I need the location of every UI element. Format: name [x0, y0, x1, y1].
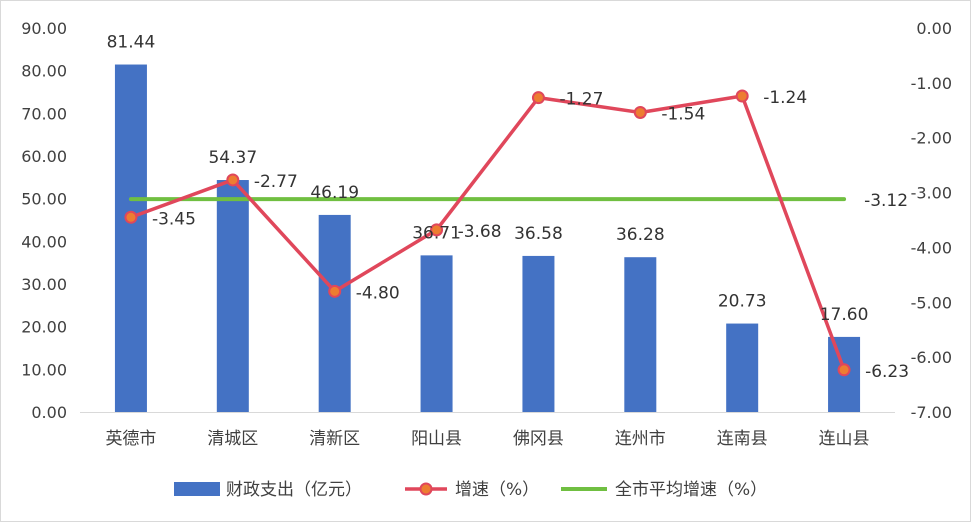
- growth-marker-0: [124, 210, 138, 224]
- growth-marker-5: [633, 105, 647, 119]
- y-right-tick: -1.00: [911, 74, 952, 93]
- y-left-tick: 0.00: [31, 403, 67, 422]
- growth-marker-4: [531, 91, 545, 105]
- axes: 0.00 10.00 20.00 30.00 40.00 50.00 60.00 70.00 8…: [21, 19, 952, 449]
- legend-label-bar: 财政支出（亿元）: [226, 480, 362, 500]
- bar-data-label: 36.71: [412, 223, 461, 243]
- legend-swatch-bar: [174, 482, 220, 496]
- x-tick-label: 连州市: [615, 429, 666, 449]
- growth-data-label: -4.80: [356, 283, 400, 303]
- growth-data-label: -6.23: [865, 362, 909, 382]
- bar-series: [114, 64, 861, 412]
- y-left-tick: 60.00: [21, 147, 67, 166]
- y-left-tick: 90.00: [21, 19, 67, 38]
- growth-marker-1: [226, 173, 240, 187]
- legend: 财政支出（亿元） 增速（%） 全市平均增速（%）: [174, 480, 767, 500]
- average-data-label: -3.12: [864, 191, 908, 211]
- bar-1: [216, 180, 249, 412]
- growth-data-label: -1.24: [763, 88, 807, 108]
- bar-data-label: 46.19: [310, 183, 359, 203]
- growth-line: [130, 94, 846, 371]
- bar-2: [318, 214, 351, 412]
- y-left-tick: 10.00: [21, 360, 67, 379]
- x-tick-label: 佛冈县: [513, 429, 564, 449]
- bar-data-label: 81.44: [107, 33, 156, 53]
- bar-5: [624, 257, 657, 412]
- x-tick-label: 连南县: [717, 429, 768, 449]
- legend-label-growth: 增速（%）: [455, 480, 539, 500]
- y-right-tick: -6.00: [911, 348, 952, 367]
- y-left-tick: 80.00: [21, 62, 67, 81]
- growth-data-label: -2.77: [254, 172, 298, 192]
- growth-marker-7: [837, 363, 851, 377]
- legend-swatch-growth-marker: [419, 482, 433, 496]
- y-right-tick: -4.00: [911, 238, 952, 257]
- bar-0: [114, 64, 147, 412]
- x-tick-label: 阳山县: [411, 429, 462, 449]
- x-tick-label: 清城区: [207, 429, 258, 449]
- growth-marker-6: [735, 89, 749, 103]
- x-tick-label: 英德市: [105, 429, 156, 449]
- x-tick-label: 连山县: [819, 429, 870, 449]
- bar-data-label: 36.28: [616, 225, 665, 245]
- y-left-tick: 20.00: [21, 318, 67, 337]
- bar-3: [420, 255, 453, 412]
- y-right-tick: -7.00: [911, 403, 952, 422]
- bar-data-label: 36.58: [514, 224, 563, 244]
- y-right-tick: -3.00: [911, 184, 952, 203]
- y-left-tick: 30.00: [21, 275, 67, 294]
- bar-6: [726, 323, 759, 412]
- y-left-tick: 40.00: [21, 232, 67, 251]
- growth-series: [124, 89, 851, 377]
- bar-data-label: 20.73: [718, 292, 767, 312]
- growth-data-label: -3.45: [152, 209, 196, 229]
- legend-label-average: 全市平均增速（%）: [615, 480, 767, 500]
- bar-4: [522, 255, 555, 412]
- growth-marker-2: [328, 284, 342, 298]
- y-right-tick: -2.00: [911, 129, 952, 148]
- y-right-tick: 0.00: [916, 19, 952, 38]
- y-right-tick: -5.00: [911, 293, 952, 312]
- growth-marker-3: [430, 223, 444, 237]
- data-labels: 81.44 54.37 46.19 36.71 36.58 36.28 20.73 17.60…: [107, 33, 909, 382]
- y-left-tick: 70.00: [21, 104, 67, 123]
- y-left-tick: 50.00: [21, 190, 67, 209]
- growth-data-label: -1.27: [559, 90, 603, 110]
- growth-data-label: -3.68: [458, 222, 502, 242]
- growth-data-label: -1.54: [661, 104, 705, 124]
- x-tick-label: 清新区: [309, 429, 360, 449]
- bar-data-label: 54.37: [208, 148, 257, 168]
- bar-data-label: 17.60: [820, 305, 869, 325]
